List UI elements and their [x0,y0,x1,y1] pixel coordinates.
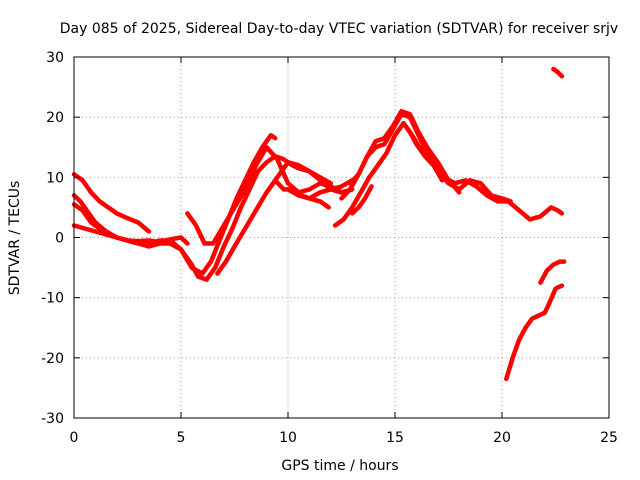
series-line-track-8 [285,187,331,210]
series-line-track-12 [349,184,374,216]
x-tick-label: 5 [177,430,186,446]
y-tick-label: -30 [41,411,64,427]
y-tick-label: 10 [46,170,64,186]
x-tick-label: 0 [70,430,79,446]
y-tick-labels: -30 -20 -10 0 10 20 30 [41,50,64,427]
x-tick-label: 15 [386,430,404,446]
x-tick-label: 25 [600,430,618,446]
axis-ticks [73,56,610,419]
x-tick-label: 20 [493,430,511,446]
y-tick-label: 0 [55,231,64,247]
y-tick-label: 30 [46,50,64,66]
series-line-track-5 [185,145,355,246]
y-tick-label: 20 [46,110,64,126]
series-line-track-6 [215,160,334,276]
x-tick-label: 10 [279,430,297,446]
series-line-track-16 [551,66,565,79]
y-tick-label: -10 [41,291,64,307]
series-line-track-14 [504,283,565,382]
series-line-track-1 [71,172,152,234]
x-tick-labels: 0 5 10 15 20 25 [70,430,618,446]
series-line-track-13 [401,120,445,183]
chart-title: Day 085 of 2025, Sidereal Day-to-day VTE… [60,21,618,37]
plot-series [71,66,567,382]
series-line-track-11 [347,108,462,195]
x-axis-label: GPS time / hours [281,458,398,474]
y-tick-label: -20 [41,351,64,367]
y-axis-label: SDTVAR / TECUs [7,181,23,296]
series-line-track-15 [538,259,567,285]
